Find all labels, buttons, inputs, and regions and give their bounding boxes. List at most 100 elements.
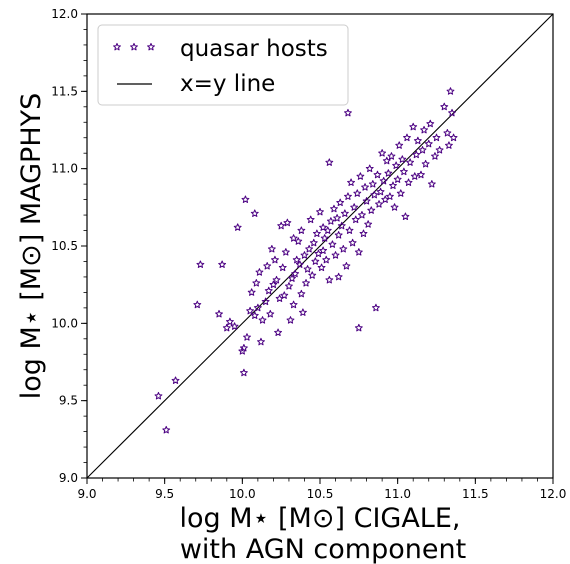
scatter-point-quasar-host	[331, 251, 340, 259]
scatter-point-quasar-host	[403, 133, 411, 142]
x-tick-label: 12.0	[540, 487, 567, 501]
scatter-point-quasar-host	[269, 280, 278, 289]
legend-star-icon	[130, 42, 138, 51]
scatter-point-quasar-host	[337, 221, 346, 230]
scatter-point-quasar-host	[424, 139, 433, 148]
scatter-point-quasar-host	[252, 279, 261, 287]
legend-label-quasar-hosts: quasar hosts	[180, 36, 328, 62]
y-axis-ticks: 9.0 9.5 10.0 10.5 11.0 11.5 12.0	[51, 7, 87, 485]
legend-frame	[97, 24, 349, 106]
scatter-point-quasar-host	[409, 122, 418, 131]
scatter-point-quasar-host	[362, 197, 371, 205]
scatter-point-quasar-host	[289, 300, 298, 309]
scatter-point-quasar-host	[344, 108, 352, 117]
scatter-point-quasar-host	[291, 269, 300, 278]
scatter-point-quasar-host	[384, 169, 393, 177]
scatter-point-quasar-host	[285, 282, 293, 290]
scatter-point-quasar-host	[317, 263, 326, 272]
scatter-point-quasar-host	[334, 231, 343, 239]
scatter-point-quasar-host	[336, 198, 345, 207]
scatter-point-quasar-host	[261, 297, 270, 306]
scatter-point-quasar-host	[410, 172, 419, 180]
scatter-point-quasar-host	[233, 223, 242, 231]
scatter-point-quasar-host	[356, 172, 365, 180]
xy-line	[86, 13, 554, 479]
scatter-point-quasar-host	[239, 343, 248, 352]
scatter-point-quasar-host	[239, 368, 248, 377]
scatter-point-quasar-host	[218, 260, 227, 268]
y-tick-label: 12.0	[51, 7, 78, 21]
scatter-point-quasar-host	[295, 260, 304, 268]
scatter-point-quasar-host	[297, 226, 306, 234]
y-tick-label: 9.5	[59, 394, 78, 408]
legend-star-icon	[113, 42, 121, 51]
scatter-point-quasar-host	[312, 229, 321, 238]
scatter-point-quasar-host	[398, 155, 407, 163]
scatter-point-quasar-host	[392, 161, 401, 169]
scatter-point-quasar-host	[230, 322, 239, 330]
scatter-point-quasar-host	[449, 133, 458, 142]
scatter-point-quasar-host	[297, 289, 306, 298]
scatter-point-quasar-host	[272, 275, 281, 284]
scatter-point-quasar-host	[154, 391, 163, 400]
scatter-point-quasar-host	[420, 125, 428, 134]
scatter-point-quasar-host	[222, 323, 231, 332]
scatter-point-quasar-host	[418, 146, 427, 154]
scatter-point-quasar-host	[215, 309, 223, 318]
scatter-point-quasar-host	[274, 328, 282, 337]
scatter-point-quasar-host	[278, 263, 287, 272]
y-tick-label: 10.0	[51, 316, 78, 330]
scatter-point-quasar-host	[367, 206, 376, 214]
scatter-point-quasar-host	[385, 192, 394, 200]
scatter-point-quasar-host	[370, 190, 379, 199]
scatter-point-quasar-host	[258, 316, 267, 324]
scatter-point-quasar-host	[225, 317, 234, 326]
scatter-point-quasar-host	[334, 272, 343, 281]
scatter-point-quasar-host	[350, 203, 359, 211]
scatter-point-quasar-host	[373, 170, 382, 179]
scatter-point-quasar-host	[421, 159, 430, 168]
scatter-point-quasar-host	[253, 303, 262, 312]
scatter-point-quasar-host	[427, 180, 436, 188]
scatter-point-quasar-host	[267, 244, 276, 253]
scatter-point-quasar-host	[326, 217, 335, 225]
scatter-point-quasar-host	[426, 119, 435, 128]
scatter-point-quasar-host	[241, 195, 250, 204]
scatter-point-quasar-host	[364, 220, 373, 228]
scatter-point-quasar-host	[340, 209, 349, 217]
scatter-point-quasar-host	[196, 260, 205, 268]
scatter-point-quasar-host	[286, 316, 295, 324]
scatter-point-quasar-host	[448, 108, 456, 117]
scatter-point-quasar-host	[351, 215, 360, 224]
scatter-point-quasar-host	[347, 178, 355, 186]
scatter-point-quasar-host	[247, 288, 256, 296]
scatter-point-quasar-host	[353, 189, 362, 197]
scatter-point-quasar-host	[354, 248, 363, 256]
scatter-point-quasar-host	[250, 311, 259, 320]
scatter-point-quasar-host	[387, 152, 396, 160]
x-axis-ticks: 9.0 9.5 10.0 10.5 11.0 11.5 12.0	[77, 478, 566, 501]
scatter-point-quasar-host	[311, 257, 320, 265]
scatter-point-quasar-host	[171, 376, 180, 384]
scatter-point-quasar-host	[243, 333, 251, 341]
x-tick-label: 11.5	[462, 487, 489, 501]
scatter-point-quasar-host	[440, 102, 449, 111]
y-tick-label: 11.5	[51, 84, 78, 98]
x-tick-label: 10.5	[307, 487, 334, 501]
scatter-point-quasar-host	[382, 156, 391, 165]
scatter-point-quasar-host	[266, 309, 275, 318]
scatter-point-quasar-host	[306, 215, 315, 224]
scatter-point-quasar-host	[344, 192, 352, 200]
scatter-point-quasar-host	[288, 274, 296, 282]
scatter-point-quasar-host	[345, 226, 354, 234]
scatter-point-quasar-host	[361, 183, 369, 191]
legend-star-icon	[147, 42, 155, 51]
y-tick-label: 9.0	[59, 471, 78, 485]
scatter-point-quasar-host	[401, 212, 410, 221]
y-tick-label: 10.5	[51, 239, 78, 253]
scatter-point-quasar-host	[376, 187, 385, 196]
scatter-point-quasar-host	[289, 234, 298, 242]
scatter-point-quasar-host	[379, 176, 388, 185]
scatter-point-quasar-host	[333, 214, 342, 222]
scatter-point-quasar-host	[446, 87, 455, 95]
